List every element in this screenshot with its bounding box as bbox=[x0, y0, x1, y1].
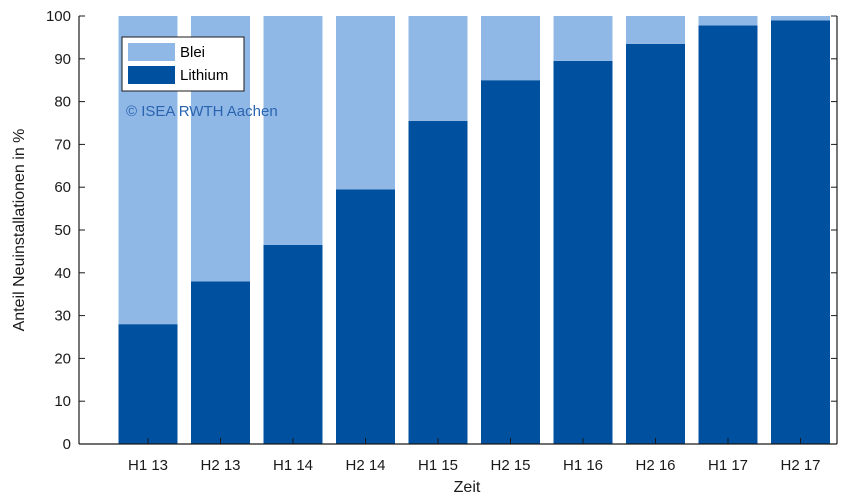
x-tick-label: H2 16 bbox=[635, 457, 675, 474]
x-tick-label: H1 15 bbox=[418, 457, 458, 474]
y-tick-label: 90 bbox=[54, 51, 71, 68]
legend: Blei Lithium bbox=[121, 36, 245, 92]
x-ticks-group: H1 13 H2 13 H1 14 H2 14 H1 15 H2 15 H1 16 H2 16… bbox=[128, 438, 821, 474]
y-tick-label: 80 bbox=[54, 94, 71, 111]
y-tick-label: 0 bbox=[63, 436, 71, 453]
bar-lithium-4 bbox=[408, 120, 468, 445]
bar-blei-5 bbox=[481, 16, 540, 81]
y-axis-label: Anteil Neuinstallationen in % bbox=[11, 129, 28, 332]
x-tick-label: H2 15 bbox=[490, 457, 530, 474]
legend-label-blei: Blei bbox=[180, 44, 205, 61]
bar-blei-4 bbox=[408, 16, 468, 121]
x-tick-label: H2 14 bbox=[345, 457, 385, 474]
y-tick-label: 40 bbox=[54, 265, 71, 282]
bar-lithium-5 bbox=[481, 80, 540, 444]
x-tick-label: H1 17 bbox=[708, 457, 748, 474]
bar-lithium-3 bbox=[336, 189, 395, 444]
bar-blei-8 bbox=[698, 16, 758, 26]
bar-blei-6 bbox=[553, 16, 613, 61]
y-ticks-group: 0 10 20 30 40 50 60 70 80 90 100 bbox=[46, 8, 837, 453]
bar-lithium-0 bbox=[118, 324, 178, 444]
y-tick-label: 50 bbox=[54, 222, 71, 239]
bar-lithium-1 bbox=[191, 281, 250, 444]
x-tick-label: H1 14 bbox=[273, 457, 313, 474]
bar-blei-7 bbox=[626, 16, 685, 44]
y-tick-label: 10 bbox=[54, 393, 71, 410]
bar-lithium-2 bbox=[263, 244, 323, 444]
y-tick-label: 60 bbox=[54, 179, 71, 196]
y-tick-label: 30 bbox=[54, 308, 71, 325]
bar-blei-9 bbox=[771, 16, 830, 21]
y-tick-label: 70 bbox=[54, 136, 71, 153]
x-tick-label: H1 13 bbox=[128, 457, 168, 474]
legend-swatch-lithium bbox=[128, 66, 175, 84]
bar-blei-3 bbox=[336, 16, 395, 190]
x-tick-label: H2 13 bbox=[200, 457, 240, 474]
bar-lithium-8 bbox=[698, 25, 758, 444]
x-axis-label: Zeit bbox=[454, 479, 481, 496]
legend-label-lithium: Lithium bbox=[180, 67, 228, 84]
copyright-annotation: © ISEA RWTH Aachen bbox=[126, 103, 278, 120]
bar-lithium-6 bbox=[553, 60, 613, 444]
bar-lithium-7 bbox=[626, 43, 685, 444]
y-tick-label: 100 bbox=[46, 8, 71, 25]
y-tick-label: 20 bbox=[54, 350, 71, 367]
bar-lithium-9 bbox=[771, 20, 830, 445]
x-tick-label: H1 16 bbox=[563, 457, 603, 474]
bar-blei-2 bbox=[263, 16, 323, 245]
x-tick-label: H2 17 bbox=[780, 457, 820, 474]
legend-swatch-blei bbox=[128, 43, 175, 61]
